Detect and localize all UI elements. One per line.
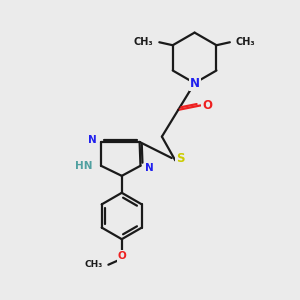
Text: N: N: [190, 76, 200, 90]
Text: N: N: [88, 135, 97, 145]
Text: O: O: [202, 99, 212, 112]
Text: S: S: [176, 152, 185, 165]
Text: N: N: [145, 163, 154, 173]
Text: HN: HN: [75, 161, 93, 171]
Text: CH₃: CH₃: [134, 37, 153, 47]
Text: CH₃: CH₃: [84, 260, 102, 269]
Text: O: O: [117, 251, 126, 261]
Text: CH₃: CH₃: [236, 37, 255, 47]
